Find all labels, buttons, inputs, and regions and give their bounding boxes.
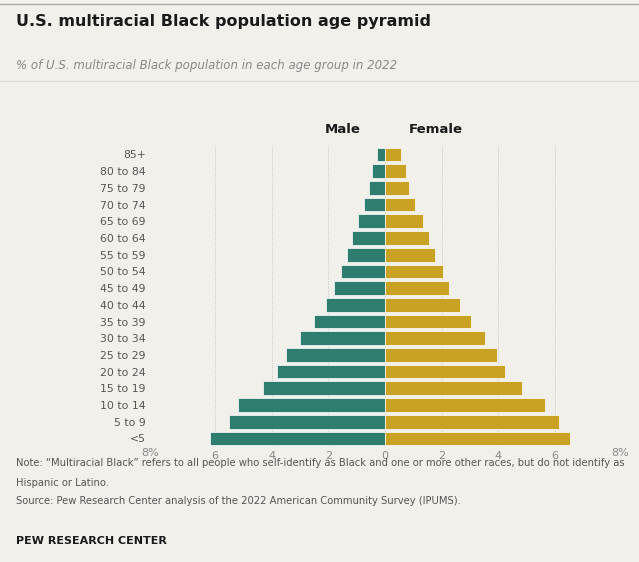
- Bar: [369, 181, 385, 194]
- Bar: [385, 181, 409, 194]
- Bar: [385, 265, 443, 278]
- Bar: [385, 164, 406, 178]
- Bar: [210, 432, 385, 445]
- Bar: [334, 281, 385, 295]
- Bar: [385, 298, 460, 312]
- Bar: [385, 398, 545, 412]
- Bar: [385, 315, 472, 328]
- Text: Female: Female: [409, 123, 463, 136]
- Text: U.S. multiracial Black population age pyramid: U.S. multiracial Black population age py…: [16, 14, 431, 29]
- Bar: [277, 365, 385, 378]
- Bar: [238, 398, 385, 412]
- Bar: [376, 148, 385, 161]
- Bar: [385, 231, 429, 245]
- Text: Source: Pew Research Center analysis of the 2022 American Community Survey (IPUM: Source: Pew Research Center analysis of …: [16, 496, 461, 506]
- Bar: [347, 248, 385, 261]
- Text: Male: Male: [325, 123, 360, 136]
- Bar: [385, 415, 559, 429]
- Text: Hispanic or Latino.: Hispanic or Latino.: [16, 478, 109, 488]
- Bar: [364, 198, 385, 211]
- Bar: [385, 365, 505, 378]
- Bar: [300, 332, 385, 345]
- Text: Note: “Multiracial Black” refers to all people who self-identify as Black and on: Note: “Multiracial Black” refers to all …: [16, 458, 624, 468]
- Bar: [385, 348, 497, 362]
- Bar: [326, 298, 385, 312]
- Bar: [263, 382, 385, 395]
- Bar: [341, 265, 385, 278]
- Bar: [385, 148, 401, 161]
- Text: 8%: 8%: [611, 448, 629, 458]
- Bar: [385, 281, 449, 295]
- Bar: [286, 348, 385, 362]
- Bar: [314, 315, 385, 328]
- Bar: [385, 248, 435, 261]
- Bar: [358, 215, 385, 228]
- Bar: [385, 382, 522, 395]
- Bar: [385, 432, 571, 445]
- Bar: [385, 215, 423, 228]
- Bar: [385, 198, 415, 211]
- Bar: [373, 164, 385, 178]
- Text: % of U.S. multiracial Black population in each age group in 2022: % of U.S. multiracial Black population i…: [16, 59, 397, 72]
- Bar: [353, 231, 385, 245]
- Bar: [385, 332, 486, 345]
- Bar: [229, 415, 385, 429]
- Text: PEW RESEARCH CENTER: PEW RESEARCH CENTER: [16, 536, 167, 546]
- Text: 8%: 8%: [141, 448, 159, 458]
